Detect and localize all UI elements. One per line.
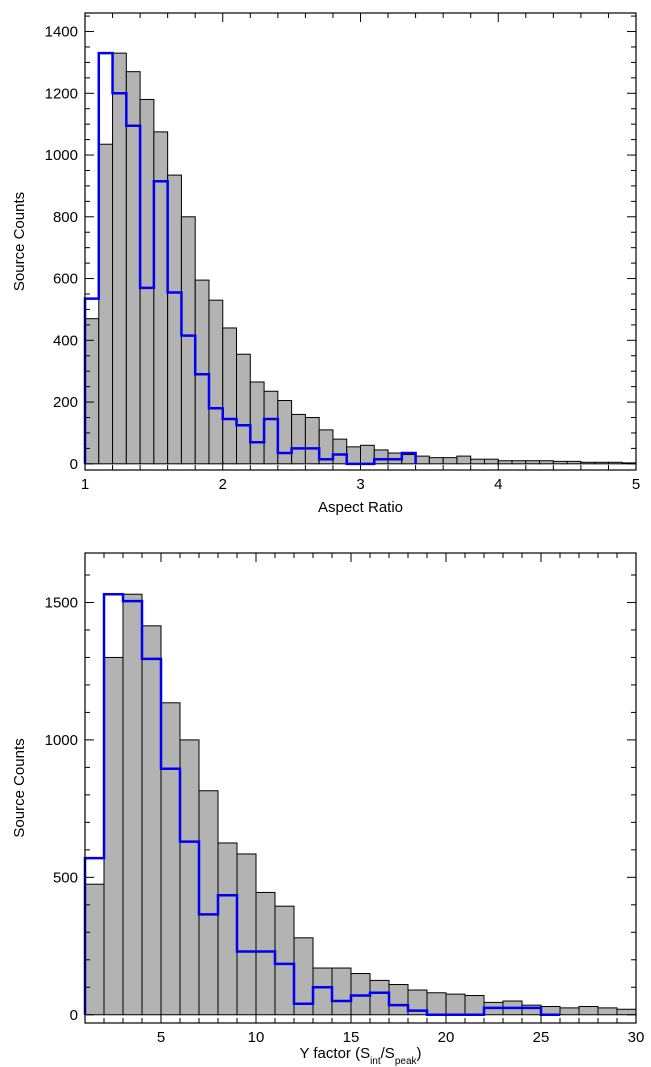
histogram-bar (199, 791, 218, 1015)
y-tick-label: 400 (53, 332, 78, 349)
histogram-bar (457, 456, 471, 464)
y-tick-label: 0 (70, 456, 78, 473)
histogram-bar (168, 175, 182, 464)
histogram-bar (579, 1007, 598, 1015)
histogram-bar (560, 1008, 579, 1015)
x-tick-label: 15 (343, 1029, 360, 1046)
y-tick-label: 1200 (45, 85, 78, 102)
histogram-bar (126, 72, 140, 464)
histogram-bar (416, 456, 430, 464)
x-tick-label: 4 (494, 476, 502, 493)
x-tick-label: 3 (356, 476, 364, 493)
histogram-bar (195, 280, 209, 464)
y-tick-label: 1000 (45, 147, 78, 164)
histogram-bar (471, 459, 485, 464)
histogram-bar (347, 447, 361, 464)
y-tick-label: 0 (70, 1007, 78, 1024)
histogram-bar (361, 445, 375, 464)
histogram-bar (540, 461, 554, 464)
x-tick-label: 1 (81, 476, 89, 493)
x-tick-label: 5 (157, 1029, 165, 1046)
histogram-bar (264, 391, 278, 464)
histogram-bar (218, 843, 237, 1015)
histogram-bar (512, 461, 526, 464)
histogram-bar (595, 462, 609, 464)
histogram-bar (140, 99, 154, 463)
histogram-bar (526, 461, 540, 464)
histogram-bar (446, 994, 465, 1015)
histogram-bar (617, 1009, 636, 1014)
histogram-bar (181, 217, 195, 464)
y-tick-label: 1400 (45, 24, 78, 41)
histogram-bar (123, 594, 142, 1015)
histogram-bar (292, 414, 306, 463)
x-label-sub-int: int (370, 1056, 381, 1067)
x-label-end: ) (417, 1045, 422, 1062)
y-tick-label: 800 (53, 209, 78, 226)
histogram-bar (237, 854, 256, 1015)
x-label-sub-peak: peak (395, 1056, 418, 1067)
x-tick-label: 25 (533, 1029, 550, 1046)
x-tick-label: 20 (438, 1029, 455, 1046)
histogram-bar (142, 626, 161, 1015)
histogram-bar (161, 703, 180, 1015)
histogram-bar (332, 968, 351, 1015)
histogram-bar (209, 300, 223, 464)
x-tick-label: 5 (632, 476, 640, 493)
histogram-bar (402, 455, 416, 464)
histogram-bar (598, 1008, 617, 1015)
histogram-bar (608, 462, 622, 464)
histogram-bar (370, 980, 389, 1014)
y-tick-label: 600 (53, 271, 78, 288)
histogram-bar (484, 459, 498, 464)
histogram-bar (99, 144, 113, 464)
histogram-bar (465, 996, 484, 1015)
histogram-bar (443, 458, 457, 464)
histogram-bar (498, 461, 512, 464)
histogram-bar (256, 892, 275, 1014)
histogram-bar (567, 461, 581, 463)
histogram-bar (104, 657, 123, 1014)
y-tick-label: 1500 (45, 594, 78, 611)
histogram-bar (389, 985, 408, 1015)
x-tick-label: 30 (628, 1029, 645, 1046)
histogram-bar (427, 993, 446, 1015)
histogram-bar (351, 974, 370, 1015)
histogram-bar (429, 458, 443, 464)
histogram-bar (581, 462, 595, 464)
histogram-bar (305, 418, 319, 464)
histogram-bar (85, 884, 104, 1015)
x-tick-label: 10 (248, 1029, 265, 1046)
histogram-bar (333, 439, 347, 464)
aspect-ratio-x-axis-label: Aspect Ratio (318, 499, 403, 516)
x-tick-label: 2 (219, 476, 227, 493)
y-tick-label: 500 (53, 869, 78, 886)
y-tick-label: 200 (53, 394, 78, 411)
histogram-bar (223, 328, 237, 464)
x-label-main: Y factor (S (299, 1045, 370, 1062)
histogram-bar (553, 461, 567, 463)
histogram-bar (237, 354, 251, 464)
histogram-bar (250, 382, 264, 464)
histogram-bar (275, 906, 294, 1015)
histogram-bar (113, 53, 127, 464)
histogram-bar (522, 1005, 541, 1015)
histogram-bar (180, 740, 199, 1015)
histogram-bar (313, 968, 332, 1015)
histogram-bar (278, 401, 292, 464)
y-factor-y-axis-label: Source Counts (11, 738, 28, 837)
x-label-mid: /S (381, 1045, 395, 1062)
histogram-bar (374, 450, 388, 464)
y-tick-label: 1000 (45, 732, 78, 749)
aspect-ratio-y-axis-label: Source Counts (11, 192, 28, 291)
